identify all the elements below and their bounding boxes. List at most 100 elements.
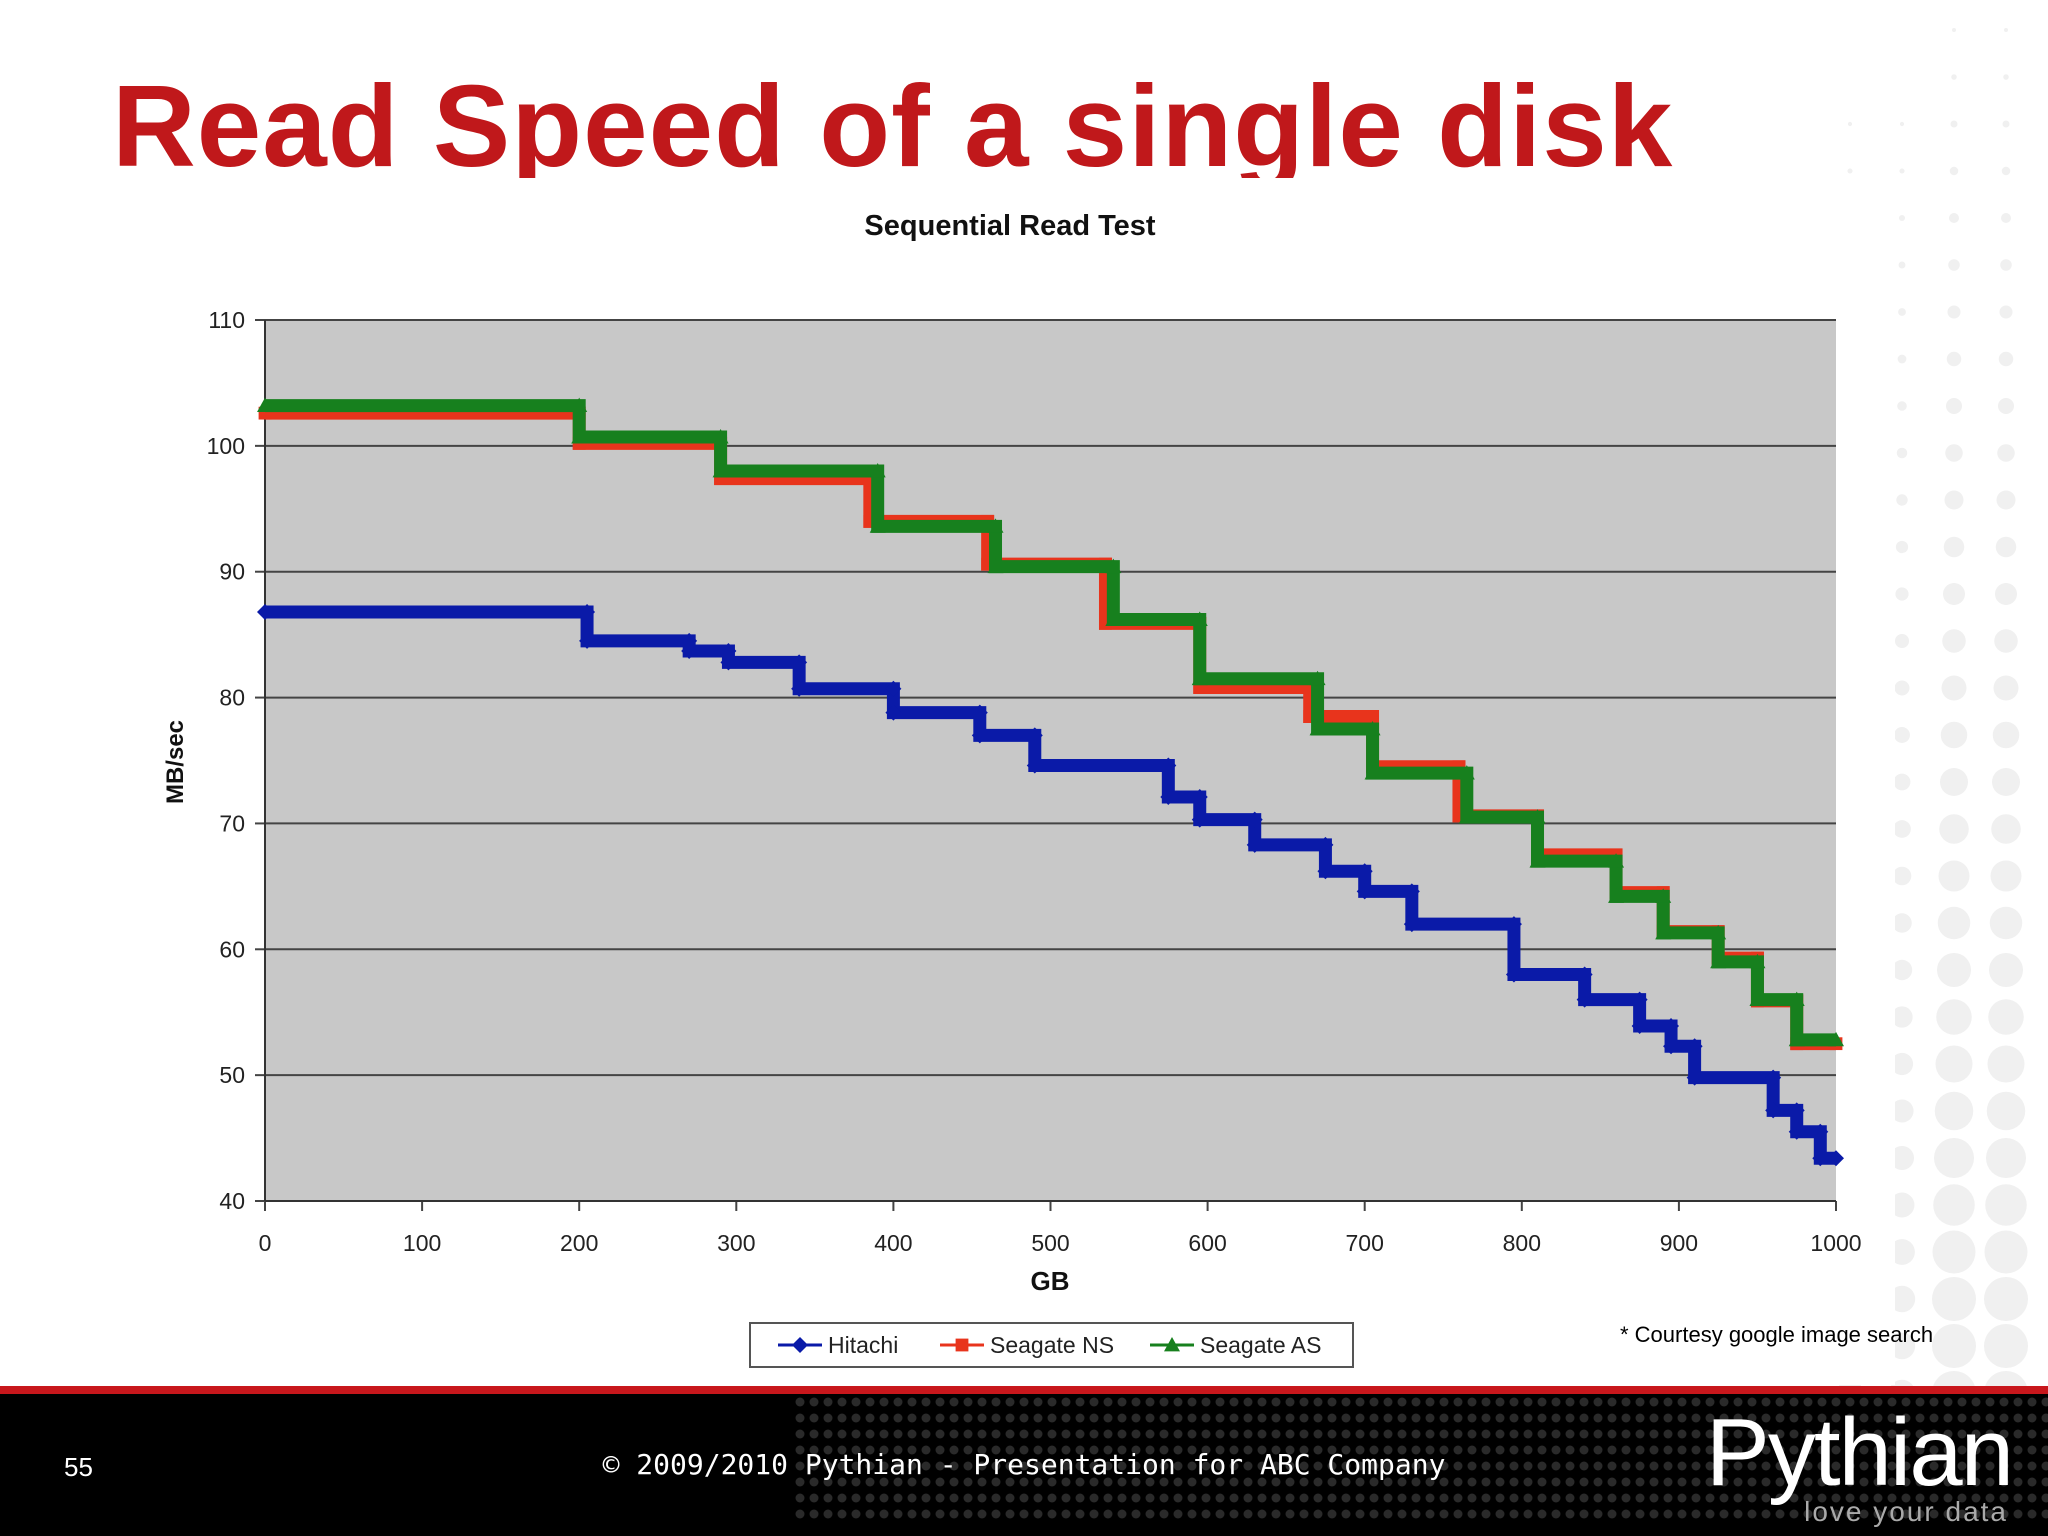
decor-dot (2001, 213, 2011, 223)
decor-dot (1986, 1091, 2026, 1131)
footer-dot (1999, 1445, 2009, 1455)
data-point (1309, 721, 1326, 736)
footer-dot (893, 1413, 903, 1423)
footer-dot (1215, 1493, 1225, 1503)
footer-dot (823, 1461, 833, 1471)
footer-dot (963, 1493, 973, 1503)
footer-dot (1565, 1461, 1575, 1471)
data-point (579, 603, 596, 620)
footer-dot (1943, 1445, 1953, 1455)
decor-dot (1891, 1006, 1913, 1028)
decor-dot (1999, 305, 2013, 319)
footer-dot (1257, 1461, 1267, 1471)
footer-dot (1299, 1429, 1309, 1439)
footer-dot (1775, 1445, 1785, 1455)
footer-dot (1663, 1445, 1673, 1455)
data-point (1765, 1102, 1782, 1119)
footer-dot (1453, 1397, 1463, 1407)
footer-dot (837, 1461, 847, 1471)
footer-dot (1229, 1397, 1239, 1407)
footer-dot (1285, 1509, 1295, 1519)
x-tick-label: 300 (717, 1230, 755, 1256)
footer-dot (1873, 1397, 1883, 1407)
decor-dot (1899, 121, 1905, 127)
footer-dot (1215, 1461, 1225, 1471)
footer-dot (1019, 1461, 1029, 1471)
footer-dot (949, 1493, 959, 1503)
footer-dot (1103, 1461, 1113, 1471)
footer-dot (1355, 1413, 1365, 1423)
footer-dot (1999, 1461, 2009, 1471)
footer-dot (795, 1445, 805, 1455)
footer-dot (1985, 1509, 1995, 1519)
footer-dot (1901, 1445, 1911, 1455)
footer-dot (1257, 1429, 1267, 1439)
footer-dot (1621, 1445, 1631, 1455)
footer-dot (1075, 1493, 1085, 1503)
footer-dot (921, 1477, 931, 1487)
footer-dot (865, 1413, 875, 1423)
footer-dot (1789, 1461, 1799, 1471)
footer-dot (1089, 1445, 1099, 1455)
footer-dot (1775, 1413, 1785, 1423)
footer-dot (851, 1445, 861, 1455)
footer-dot (1243, 1429, 1253, 1439)
footer-dot (921, 1413, 931, 1423)
footer-dot (907, 1445, 917, 1455)
footer-dot (1257, 1445, 1267, 1455)
footer-dot (1873, 1429, 1883, 1439)
decor-dot (1996, 490, 2016, 510)
footer-dot (1117, 1413, 1127, 1423)
footer-dot (893, 1445, 903, 1455)
footer-dot (2013, 1461, 2023, 1471)
footer-dot (1593, 1429, 1603, 1439)
footer-dot (1075, 1413, 1085, 1423)
decor-dot (1894, 633, 1910, 649)
footer-dot (1061, 1461, 1071, 1471)
footer-dot (1523, 1397, 1533, 1407)
footer-dot (1887, 1397, 1897, 1407)
footer-dot (1873, 1413, 1883, 1423)
footer-dot (1411, 1445, 1421, 1455)
footer-dot (2027, 1429, 2037, 1439)
footer-dot (907, 1509, 917, 1519)
footer-dot (1747, 1397, 1757, 1407)
footer-dot (1537, 1397, 1547, 1407)
footer-dot (1327, 1493, 1337, 1503)
footer-dot (1439, 1397, 1449, 1407)
decor-dot (1941, 675, 1967, 701)
footer-dot (1131, 1477, 1141, 1487)
footer-dot (921, 1429, 931, 1439)
decor-dot (1932, 1324, 1976, 1368)
footer-dot (1929, 1477, 1939, 1487)
footer-dot (1523, 1461, 1533, 1471)
footer-dot (977, 1461, 987, 1471)
footer-dot (1831, 1445, 1841, 1455)
decor-dot (1894, 727, 1910, 743)
footer-dot (865, 1445, 875, 1455)
footer-dot (2027, 1493, 2037, 1503)
data-point (1105, 558, 1122, 574)
data-point (885, 680, 902, 697)
footer-dot (1887, 1461, 1897, 1471)
footer-dot (1607, 1413, 1617, 1423)
footer-dot (991, 1509, 1001, 1519)
footer-dot (1607, 1509, 1617, 1519)
footer-dot (1173, 1429, 1183, 1439)
footer-dot (1103, 1477, 1113, 1487)
decor-dot (1942, 629, 1966, 653)
footer-dot (1747, 1493, 1757, 1503)
footer-dot (1705, 1509, 1715, 1519)
footer-dot (809, 1461, 819, 1471)
footer-dot (1355, 1445, 1365, 1455)
footer-dot (1789, 1397, 1799, 1407)
legend: Hitachi Seagate NS Seagate AS (749, 1322, 1354, 1368)
footer-dot (1579, 1429, 1589, 1439)
footer-dot (1999, 1397, 2009, 1407)
decor-dot (1986, 1138, 2026, 1178)
footer-dot (1481, 1397, 1491, 1407)
data-point (885, 704, 902, 721)
footer-dot (1453, 1445, 1463, 1455)
decor-dot (1892, 913, 1912, 933)
footer-dot (1145, 1397, 1155, 1407)
